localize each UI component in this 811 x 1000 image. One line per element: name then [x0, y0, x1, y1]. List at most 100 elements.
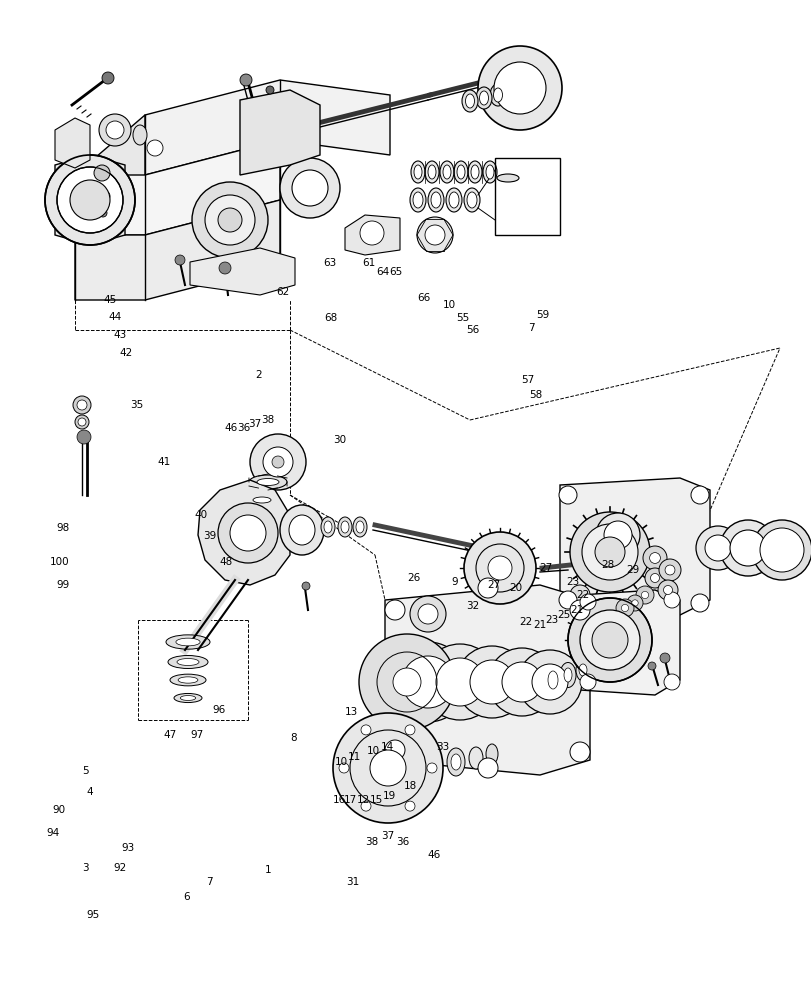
Circle shape	[370, 750, 406, 786]
Text: 92: 92	[114, 863, 127, 873]
Ellipse shape	[443, 165, 450, 179]
Ellipse shape	[483, 161, 496, 183]
Text: 11: 11	[348, 752, 361, 762]
Circle shape	[695, 526, 739, 570]
Ellipse shape	[178, 677, 198, 683]
Text: 42: 42	[119, 348, 132, 358]
Circle shape	[427, 763, 436, 773]
Circle shape	[272, 456, 284, 468]
Polygon shape	[55, 155, 125, 245]
Text: 99: 99	[57, 580, 70, 590]
Ellipse shape	[560, 662, 575, 688]
Text: 64: 64	[376, 267, 389, 277]
Circle shape	[75, 415, 89, 429]
Text: 61: 61	[362, 258, 375, 268]
Text: 37: 37	[248, 419, 261, 429]
Text: 22: 22	[519, 617, 532, 627]
Circle shape	[302, 582, 310, 590]
Circle shape	[338, 763, 349, 773]
Circle shape	[642, 546, 666, 570]
Ellipse shape	[133, 125, 147, 145]
Text: 2: 2	[255, 370, 261, 380]
Text: 7: 7	[206, 877, 212, 887]
Ellipse shape	[469, 747, 483, 769]
Circle shape	[393, 668, 420, 696]
Text: 13: 13	[345, 707, 358, 717]
Text: 27: 27	[487, 580, 500, 590]
Circle shape	[641, 591, 648, 599]
Text: 96: 96	[212, 705, 225, 715]
Ellipse shape	[165, 635, 210, 649]
Circle shape	[424, 225, 444, 245]
Circle shape	[631, 600, 637, 606]
Polygon shape	[145, 80, 389, 175]
Circle shape	[266, 86, 273, 94]
Ellipse shape	[463, 188, 479, 212]
Text: 97: 97	[190, 730, 203, 740]
Text: 15: 15	[369, 795, 382, 805]
Text: 68: 68	[324, 313, 337, 323]
Ellipse shape	[448, 192, 458, 208]
Text: 57: 57	[521, 375, 534, 385]
Text: 5: 5	[82, 766, 88, 776]
Ellipse shape	[493, 88, 502, 102]
Circle shape	[45, 155, 135, 245]
Text: 17: 17	[344, 795, 357, 805]
Circle shape	[729, 530, 765, 566]
Polygon shape	[55, 118, 90, 168]
Text: 48: 48	[219, 557, 232, 567]
Circle shape	[690, 486, 708, 504]
Text: 30: 30	[333, 435, 345, 445]
Circle shape	[77, 400, 87, 410]
Ellipse shape	[486, 744, 497, 764]
Circle shape	[361, 801, 371, 811]
Text: 19: 19	[383, 791, 396, 801]
Circle shape	[384, 740, 405, 760]
Ellipse shape	[289, 515, 315, 545]
Text: 35: 35	[130, 400, 143, 410]
Circle shape	[558, 486, 577, 504]
Circle shape	[94, 165, 109, 181]
Ellipse shape	[245, 494, 279, 506]
Polygon shape	[75, 115, 145, 235]
Text: 90: 90	[52, 805, 65, 815]
Circle shape	[569, 742, 590, 762]
Polygon shape	[190, 248, 294, 295]
Circle shape	[569, 600, 590, 620]
Text: 98: 98	[57, 523, 70, 533]
Circle shape	[410, 596, 445, 632]
Text: 10: 10	[367, 746, 380, 756]
Text: 36: 36	[396, 837, 409, 847]
Ellipse shape	[467, 161, 482, 183]
Text: 21: 21	[533, 620, 546, 630]
Ellipse shape	[341, 521, 349, 533]
Circle shape	[401, 656, 453, 708]
Polygon shape	[384, 585, 590, 775]
Text: 38: 38	[365, 837, 378, 847]
Ellipse shape	[176, 638, 200, 646]
Text: 32: 32	[466, 601, 478, 611]
Circle shape	[487, 648, 556, 716]
Polygon shape	[198, 480, 290, 585]
Circle shape	[147, 140, 163, 156]
Ellipse shape	[445, 188, 461, 212]
Circle shape	[594, 537, 624, 567]
Ellipse shape	[168, 656, 208, 668]
Text: 7: 7	[528, 323, 534, 333]
Circle shape	[690, 594, 708, 612]
Ellipse shape	[578, 664, 586, 676]
Circle shape	[73, 396, 91, 414]
Circle shape	[102, 72, 114, 84]
Text: 46: 46	[427, 850, 440, 860]
Ellipse shape	[475, 87, 491, 109]
Text: 28: 28	[600, 560, 613, 570]
Circle shape	[418, 604, 437, 624]
Circle shape	[704, 535, 730, 561]
Circle shape	[751, 520, 811, 580]
Text: 10: 10	[442, 300, 455, 310]
Text: 95: 95	[87, 910, 100, 920]
Circle shape	[649, 553, 659, 563]
Circle shape	[292, 170, 328, 206]
Circle shape	[569, 585, 590, 605]
Ellipse shape	[280, 505, 324, 555]
